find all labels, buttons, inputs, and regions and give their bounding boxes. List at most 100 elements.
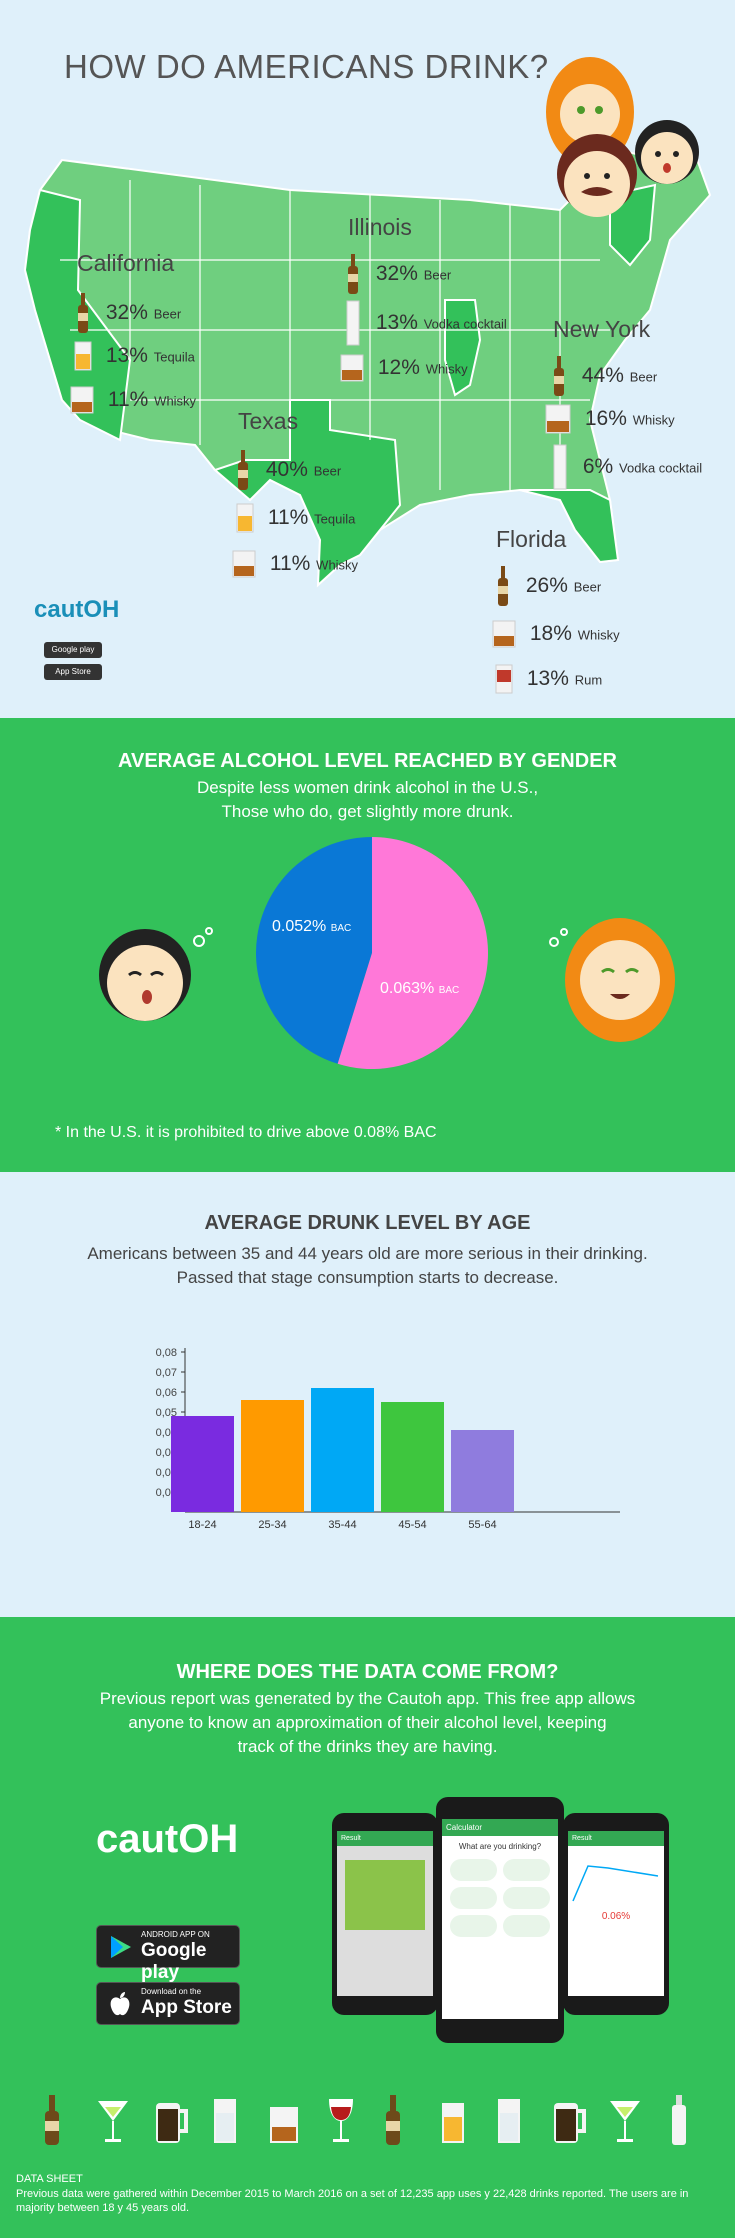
vodka-bottle-icon [671,2095,686,2145]
beer-mug-icon [155,2103,188,2143]
drink-option[interactable] [450,1915,497,1937]
woman-face-icon [546,57,634,167]
phone-right-screen: Result 0.06% [568,1831,664,1996]
x-tick-label: 18-24 [188,1519,216,1531]
map-section: HOW DO AMERICANS DRINK? [0,0,735,718]
drink-option[interactable] [503,1887,550,1909]
tequila-glass-icon [442,2103,465,2143]
gender-title: AVERAGE ALCOHOL LEVEL REACHED BY GENDER [118,750,617,772]
new-york-row-vodka: 6% Vodka cocktail [553,444,702,490]
phone-center-screen: Calculator What are you drinking? [442,1819,558,2019]
y-tick-label: 0,08 [156,1347,177,1359]
app-store-top-text: Download on the [141,1987,202,1996]
google-play-bottom-text: Google play [141,1940,207,1983]
brand-logo: cautOH [34,596,120,623]
whisky-glass-icon [232,550,256,578]
whisky-glass-icon [340,354,364,382]
phone-left: Result [332,1813,438,2015]
water-glass-icon [498,2099,521,2143]
whisky-glass-icon [70,386,94,414]
texas-tequila-label: Tequila [314,511,356,527]
drink-option[interactable] [503,1915,550,1937]
pie-label-men: 0.052% BAC [272,918,351,936]
age-title: AVERAGE DRUNK LEVEL BY AGE [204,1212,531,1234]
google-play-button[interactable]: ANDROID APP ON Google play [96,1925,240,1983]
california-row-tequila: 13% Tequila [74,340,195,372]
apple-icon [110,1992,130,2016]
bar-45-54 [381,1402,444,1512]
california-beer-label: Beer [153,306,182,322]
data-sheet-title: DATA SHEET [16,2173,83,2185]
datasource-title: WHERE DOES THE DATA COME FROM? [176,1661,559,1683]
drink-option[interactable] [450,1887,497,1909]
new-york-whisky-pct: 16% [584,406,627,430]
texas-beer-pct: 40% [265,457,308,481]
pie-slice-women [337,837,488,1069]
bar-25-34 [241,1400,304,1512]
pie-label-women-value: 0.063% [380,980,435,997]
state-name-texas: Texas [238,408,299,434]
phone-left-screen: Result [337,1831,433,1996]
app-store-button[interactable]: Download on the App Store [96,1982,240,2025]
drink-option[interactable] [503,1859,550,1881]
datasource-line-2: anyone to know an approximation of their… [128,1713,607,1732]
beer-bottle-icon [238,450,248,490]
whisky-glass-icon [545,404,571,434]
datasource-section: WHERE DOES THE DATA COME FROM? Previous … [0,1617,735,2238]
illinois-row-vodka: 13% Vodka cocktail [346,300,507,346]
texas-tequila-pct: 11% [267,505,309,529]
new-york-vodka-pct: 6% [582,454,614,478]
gender-section: AVERAGE ALCOHOL LEVEL REACHED BY GENDER … [0,718,735,1172]
texas-row-beer: 40% Beer [236,450,341,490]
new-york-beer-pct: 44% [581,363,624,387]
state-name-california: California [77,250,175,276]
app-store-small-button[interactable]: App Store [44,664,102,680]
bar-18-24 [171,1416,234,1512]
phone-left-title: Result [337,1831,433,1846]
whisky-glass-icon [492,620,516,648]
google-play-small-button[interactable]: Google play [44,642,102,658]
phone-center-question: What are you drinking? [458,1842,542,1851]
phone-center-drink-grid [450,1859,550,1937]
beer-bottle-icon [386,2095,401,2145]
data-sheet-text: Previous data were gathered within Decem… [16,2188,689,2214]
texas-beer-label: Beer [313,463,342,479]
texas-row-whisky: 11% Whisky [232,550,358,578]
x-tick-label: 35-44 [328,1519,356,1531]
water-glass-icon [213,2099,236,2143]
age-subtitle-2: Passed that stage consumption starts to … [176,1268,559,1287]
vodka-glass-icon [553,444,567,490]
california-beer-pct: 32% [105,300,148,324]
florida-row-rum: 13% Rum [495,664,602,694]
phone-center: Calculator What are you drinking? [436,1797,564,2043]
phone-center-title: Calculator [442,1819,558,1836]
vodka-glass-icon [346,300,360,346]
martini-icon [610,2101,641,2142]
whisky-glass-icon [269,2107,298,2143]
state-name-illinois: Illinois [348,214,412,240]
florida-beer-label: Beer [573,579,602,595]
illinois-whisky-pct: 12% [377,355,420,379]
age-section: AVERAGE DRUNK LEVEL BY AGE Americans bet… [0,1172,735,1617]
beer-bottle-icon [554,356,564,396]
martini-icon [97,2101,128,2142]
florida-row-beer: 26% Beer [496,566,601,606]
y-tick-label: 0,06 [156,1387,177,1399]
texas-row-tequila: 11% Tequila [236,502,355,534]
new-york-beer-label: Beer [629,369,658,385]
drunk-man-face-icon [99,927,213,1021]
drink-option[interactable] [450,1859,497,1881]
california-whisky-label: Whisky [154,393,197,409]
new-york-row-beer: 44% Beer [552,356,657,396]
florida-whisky-label: Whisky [577,627,620,643]
florida-rum-label: Rum [574,672,603,688]
google-play-icon [111,1936,131,1958]
phone-right-value: 0.06% [601,1911,631,1922]
man-face-icon [635,120,699,184]
beer-bottle-icon [348,254,358,294]
illinois-vodka-pct: 13% [375,310,418,334]
bar-35-44 [311,1388,374,1512]
new-york-vodka-label: Vodka cocktail [619,460,703,476]
florida-whisky-pct: 18% [529,621,572,645]
gender-subtitle-2: Those who do, get slightly more drunk. [221,802,514,821]
